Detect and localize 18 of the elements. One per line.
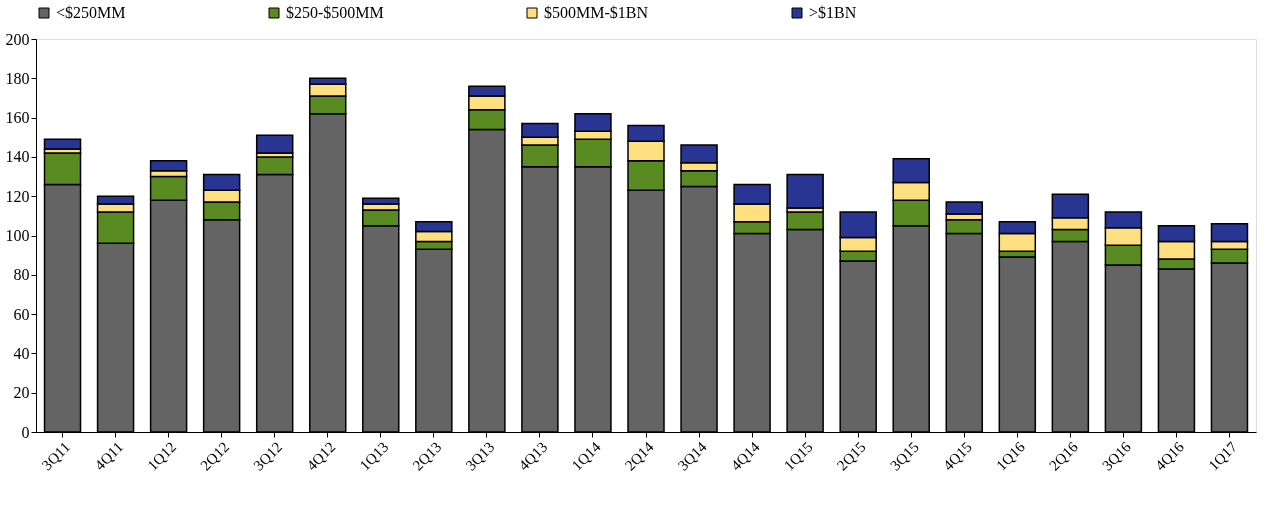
legend-label: $250-$500MM <box>286 4 384 21</box>
y-tick-label: 20 <box>13 384 30 402</box>
y-tick-label: 180 <box>5 69 30 87</box>
y-tick-label: 140 <box>5 148 30 166</box>
y-tick-label: 100 <box>5 227 30 244</box>
legend-label: <$250MM <box>56 4 126 21</box>
y-tick-label: 80 <box>13 266 30 284</box>
y-tick-label: 120 <box>5 187 30 205</box>
legend-label: $500MM-$1BN <box>544 4 649 21</box>
legend-label: >$1BN <box>809 4 857 21</box>
y-tick-label: 200 <box>5 30 30 48</box>
bar <box>255 134 294 154</box>
y-tick-label: 0 <box>21 423 30 441</box>
bar <box>786 173 824 209</box>
y-tick-label: 160 <box>5 109 30 127</box>
y-tick-label: 60 <box>13 305 30 323</box>
y-tick-label: 40 <box>13 344 30 362</box>
bar <box>43 138 82 150</box>
